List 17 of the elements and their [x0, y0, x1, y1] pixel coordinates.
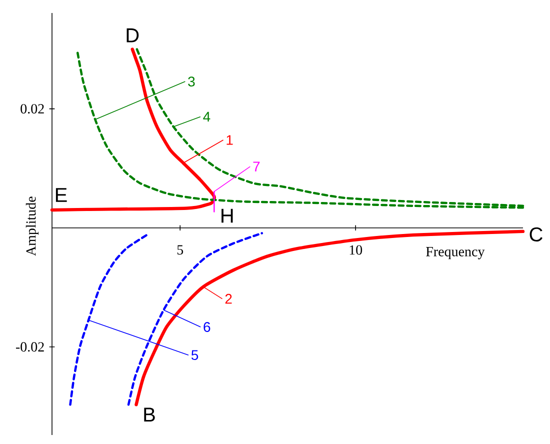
- y-axis-title: Amplitude: [26, 196, 39, 256]
- y-tick-label: 0.02: [20, 104, 44, 114]
- annotation: 3: [188, 76, 195, 87]
- annotation: B: [144, 408, 155, 422]
- annotation: 6: [204, 322, 210, 332]
- annotation: H: [222, 208, 233, 223]
- annotation: C: [530, 227, 542, 242]
- annotation: 5: [191, 350, 198, 360]
- annotation: 1: [226, 135, 233, 145]
- annotation: 7: [253, 162, 260, 172]
- x-axis-title: Frequency: [426, 247, 485, 260]
- y-tick-label: -0.02: [16, 342, 44, 352]
- annotation: 4: [203, 112, 210, 122]
- x-tick-label: 10: [350, 245, 362, 255]
- annotation: E: [56, 188, 67, 202]
- annotation: D: [126, 28, 139, 42]
- annotation: 2: [225, 294, 232, 304]
